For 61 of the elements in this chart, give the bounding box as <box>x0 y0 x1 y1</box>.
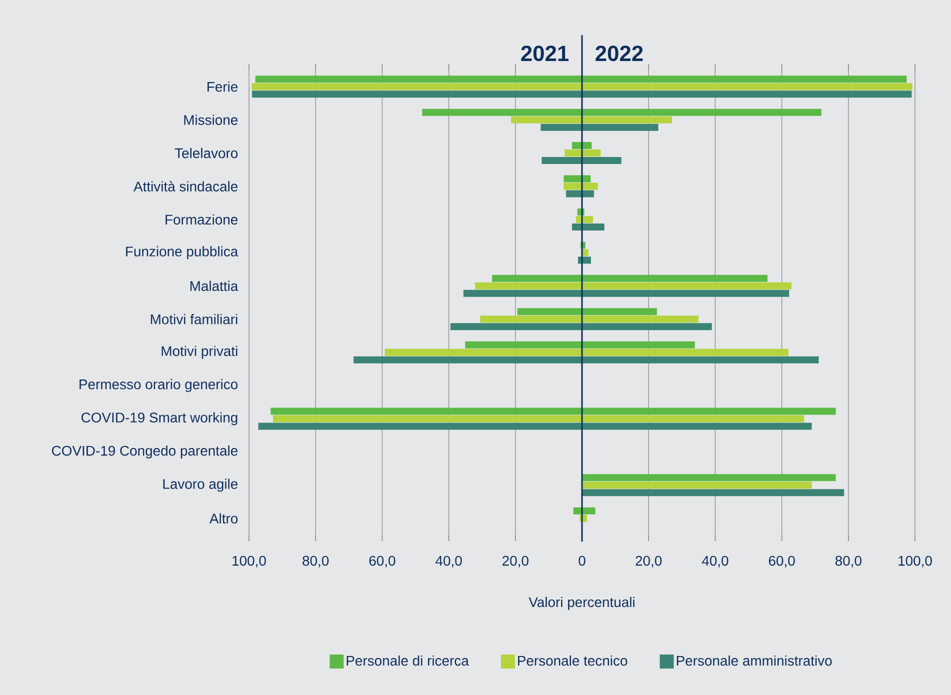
bar <box>422 108 822 116</box>
bar <box>252 83 912 90</box>
y-tick-label: Funzione pubblica <box>126 246 238 260</box>
x-tick-label: 100,0 <box>898 556 932 568</box>
bar <box>564 182 598 190</box>
y-tick-label: Motivi privati <box>162 346 238 359</box>
bar <box>582 489 844 496</box>
x-axis-title: Valori percentuali <box>528 596 634 610</box>
legend-label: Personale di ricerca <box>346 655 469 666</box>
x-tick-label: 60,0 <box>768 556 795 568</box>
bar <box>252 90 912 98</box>
bar <box>542 157 622 164</box>
bar <box>564 150 601 157</box>
text: 2022 <box>596 46 643 62</box>
y-tick-label: Malattia <box>190 280 238 292</box>
bar <box>270 408 836 415</box>
bar <box>566 190 594 198</box>
legend-label: Personale tecnico <box>518 655 628 666</box>
bar <box>573 507 596 514</box>
y-tick-label: Permesso orario generico <box>80 379 238 392</box>
x-tick-label: 80,0 <box>302 556 329 568</box>
bar <box>384 348 788 356</box>
bar <box>354 356 819 364</box>
bar <box>475 282 792 290</box>
y-tick-label: Formazione <box>166 214 238 225</box>
bar <box>272 415 804 422</box>
bar <box>572 142 592 150</box>
bar <box>576 216 593 223</box>
y-tick-label: Ferie <box>208 81 238 92</box>
bar <box>465 341 695 348</box>
x-tick-label: 100,0 <box>232 556 266 568</box>
bar <box>492 274 768 282</box>
bar <box>258 422 812 430</box>
x-tick-label: 20,0 <box>502 556 528 568</box>
bar <box>463 290 790 297</box>
x-tick-label: 60,0 <box>369 556 396 568</box>
y-tick-label: Motivi familiari <box>150 314 238 324</box>
bar <box>540 124 658 131</box>
legend-label: Personale amministrativo <box>676 655 832 666</box>
x-tick-label: 0 <box>578 556 586 566</box>
bar <box>255 76 907 83</box>
text: 2021 <box>521 46 569 62</box>
x-tick-label: 40,0 <box>436 556 462 568</box>
bar <box>511 116 672 124</box>
bar <box>517 308 657 316</box>
y-tick-label: Lavoro agile <box>163 478 238 492</box>
x-tick-label: 40,0 <box>702 556 728 568</box>
y-tick-label: Telelavoro <box>174 148 238 158</box>
x-tick-label: 20,0 <box>636 556 662 568</box>
y-tick-label: COVID-19 Congedo parentale <box>52 445 238 458</box>
bar <box>450 323 712 330</box>
bar <box>582 474 836 482</box>
y-tick-label: COVID-19 Smart working <box>82 412 238 426</box>
y-tick-label: Missione <box>184 114 238 125</box>
y-tick-label: Altro <box>210 513 238 524</box>
y-tick-label: Attività sindacale <box>134 181 238 192</box>
bar <box>564 175 591 182</box>
bar <box>480 316 699 323</box>
bar <box>572 223 604 230</box>
x-tick-label: 80,0 <box>835 556 862 568</box>
bar <box>582 482 812 489</box>
